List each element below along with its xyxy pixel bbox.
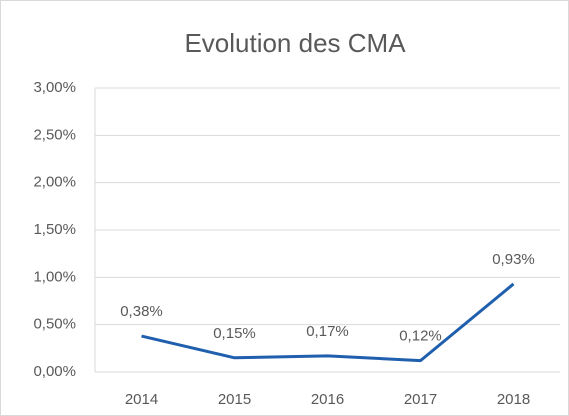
x-tick-label: 2015	[218, 391, 251, 408]
x-tick-label: 2016	[311, 391, 344, 408]
data-label: 0,15%	[213, 325, 256, 342]
y-tick-label: 0,00%	[33, 363, 76, 380]
y-tick-label: 1,50%	[33, 221, 76, 238]
x-tick-label: 2018	[497, 391, 530, 408]
y-tick-label: 3,00%	[33, 79, 76, 96]
data-label: 0,38%	[120, 303, 163, 320]
x-tick-label: 2014	[125, 391, 158, 408]
line-series	[141, 282, 515, 363]
y-tick-label: 2,00%	[33, 174, 76, 191]
chart-title: Evolution des CMA	[184, 28, 406, 58]
x-tick-label: 2017	[404, 391, 437, 408]
data-label: 0,93%	[492, 251, 535, 268]
data-label: 0,17%	[306, 323, 349, 340]
data-label: 0,12%	[399, 328, 442, 345]
y-tick-label: 1,00%	[33, 268, 76, 285]
y-tick-label: 2,50%	[33, 126, 76, 143]
y-tick-label: 0,50%	[33, 316, 76, 333]
